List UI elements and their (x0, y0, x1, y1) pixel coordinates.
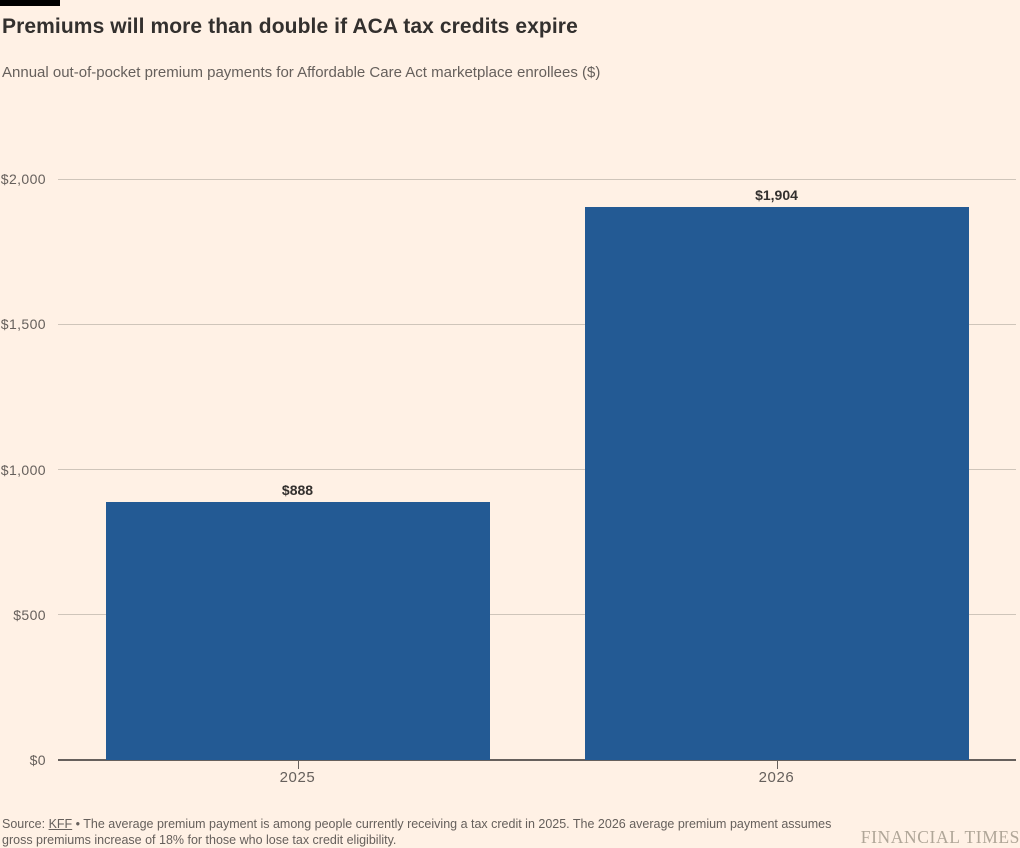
x-tick-label: 2025 (279, 769, 316, 786)
x-axis-baseline (58, 759, 1016, 761)
source-prefix: Source: (2, 817, 46, 831)
source-note: Source: KFF • The average premium paymen… (2, 816, 850, 848)
gridline (58, 178, 1016, 180)
bar-2026 (584, 206, 969, 760)
y-tick-label: $1,000 (0, 461, 46, 478)
x-tick-mark (776, 761, 778, 769)
ft-tag-bar (0, 0, 60, 6)
gridline (58, 614, 1016, 616)
bar-2025 (105, 502, 490, 760)
bar-value-label: $888 (281, 482, 314, 499)
bar-value-label: $1,904 (755, 186, 798, 203)
x-tick-mark (297, 761, 299, 769)
chart-subtitle: Annual out-of-pocket premium payments fo… (2, 64, 601, 81)
chart-title: Premiums will more than double if ACA ta… (2, 15, 578, 38)
gridline (58, 323, 1016, 325)
source-link-kff[interactable]: KFF (48, 817, 73, 831)
y-tick-label: $1,500 (0, 316, 46, 333)
y-tick-label: $0 (29, 752, 46, 768)
x-tick-label: 2026 (758, 769, 795, 786)
y-tick-label: $500 (13, 606, 46, 623)
ft-wordmark: FINANCIAL TIMES (860, 827, 1020, 847)
gridline (58, 469, 1016, 470)
y-tick-label: $2,000 (0, 171, 46, 187)
source-text: • The average premium payment is among p… (2, 817, 832, 847)
